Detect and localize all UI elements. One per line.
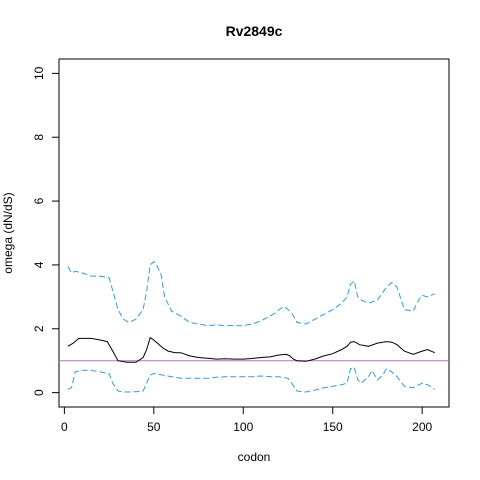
x-tick-label: 100 <box>233 420 253 434</box>
y-tick-label: 4 <box>32 261 46 268</box>
y-tick-label: 10 <box>32 66 46 80</box>
chart-title: Rv2849c <box>226 23 283 39</box>
x-tick-label: 0 <box>61 420 68 434</box>
x-axis: 0 50 100 150 200 <box>61 407 432 434</box>
upper-bound-line <box>67 260 435 327</box>
x-tick-label: 150 <box>323 420 343 434</box>
y-tick-label: 2 <box>32 325 46 332</box>
plot-frame <box>58 58 450 408</box>
y-tick-label: 0 <box>32 389 46 396</box>
y-tick-label: 8 <box>32 134 46 141</box>
x-tick-label: 200 <box>412 420 432 434</box>
lower-bound-line <box>67 366 435 393</box>
y-tick-label: 6 <box>32 197 46 204</box>
x-tick-label: 50 <box>147 420 161 434</box>
x-axis-label: codon <box>238 450 271 464</box>
series-layer <box>67 260 435 393</box>
y-axis: 0 2 4 6 8 10 <box>32 66 59 396</box>
omega-line <box>67 336 435 363</box>
y-axis-label: omega (dN/dS) <box>1 192 15 273</box>
